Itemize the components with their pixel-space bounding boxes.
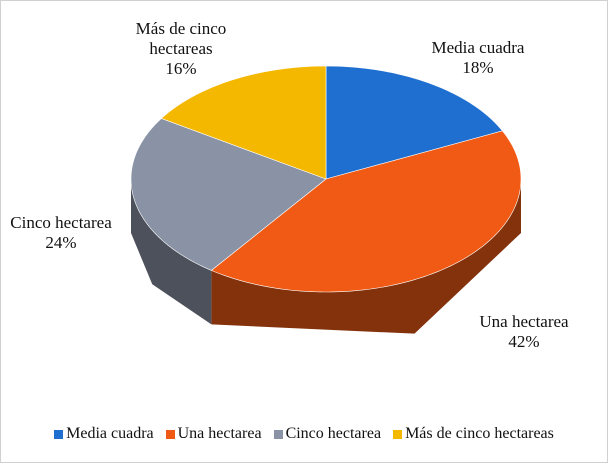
legend: Media cuadra Una hectarea Cinco hectarea Má… [1,425,607,443]
legend-label: Media cuadra [66,425,154,442]
label-name: Media cuadra [431,38,525,57]
data-label: Cinco hectarea 24% [1,213,126,253]
slice [325,65,503,180]
data-label: Media cuadra 18% [403,38,553,78]
legend-swatch [54,429,64,439]
label-value: 42% [508,332,540,351]
legend-label: Más de cinco hectareas [405,425,554,442]
label-name: Cinco hectarea [10,213,112,232]
data-label: Una hectarea 42% [449,312,599,352]
legend-label: Cinco hectarea [285,425,382,442]
slice-side [131,179,212,325]
label-name: Una hectarea [479,312,569,331]
legend-item: Cinco hectarea [273,425,382,443]
legend-item: Media cuadra [54,425,154,443]
data-label: Más de cinco hectareas 16% [126,19,236,79]
legend-swatch [393,429,403,439]
slice [160,65,327,180]
slice [130,118,327,271]
legend-item: Una hectarea [165,425,262,443]
label-value: 24% [45,233,77,252]
legend-item: Más de cinco hectareas [393,425,554,443]
label-value: 16% [165,59,197,78]
label-name: Más de cinco hectareas [135,19,227,58]
slice-side [211,179,521,334]
legend-swatch [165,429,175,439]
legend-swatch [273,429,283,439]
slice [210,130,522,293]
label-value: 18% [462,58,494,77]
legend-label: Una hectarea [177,425,262,442]
